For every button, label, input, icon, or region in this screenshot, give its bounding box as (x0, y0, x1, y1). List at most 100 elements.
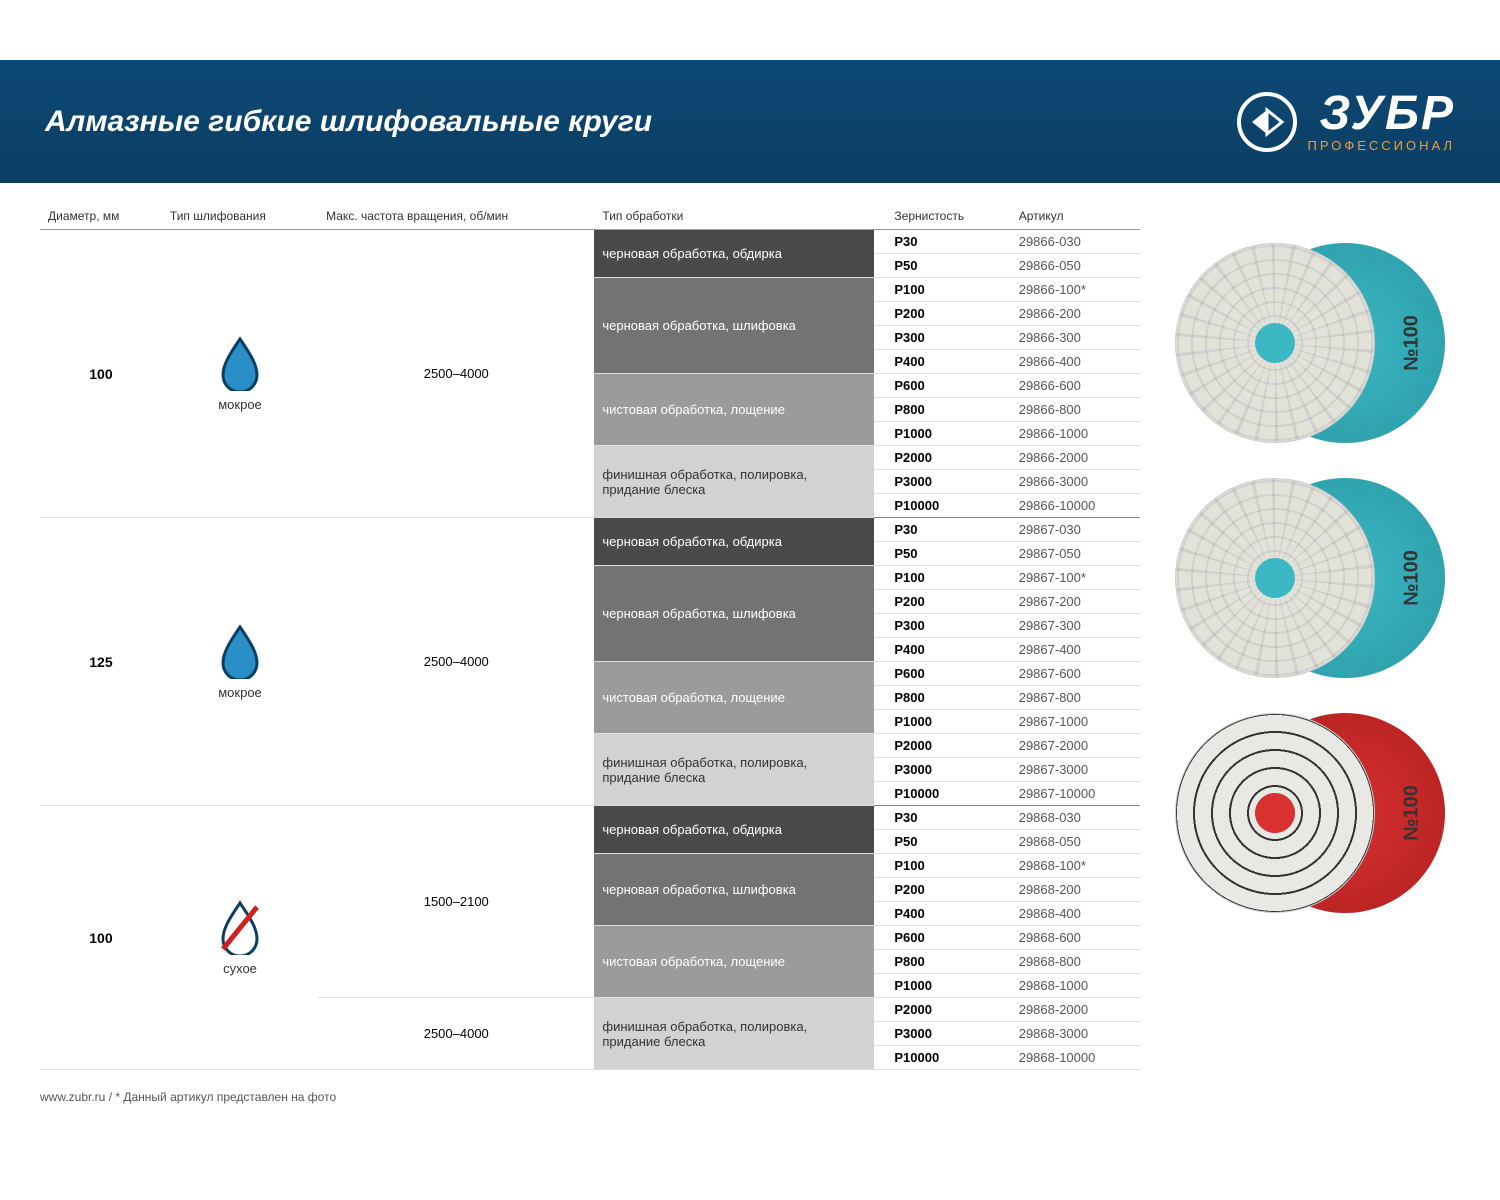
disc-label: №100 (1401, 315, 1424, 371)
cell-article: 29867-2000 (1011, 734, 1140, 758)
logo-brand: ЗУБР (1319, 90, 1455, 138)
cell-diameter: 100 (40, 806, 162, 1070)
cell-grit: P3000 (874, 470, 1010, 494)
disc-center-hole (1255, 793, 1295, 833)
cell-article: 29868-10000 (1011, 1046, 1140, 1070)
cell-article: 29867-100* (1011, 566, 1140, 590)
cell-grit: P600 (874, 926, 1010, 950)
cell-grit: P300 (874, 326, 1010, 350)
table-row: 100мокрое2500–4000черновая обработка, об… (40, 230, 1140, 254)
col-diameter: Диаметр, мм (40, 203, 162, 230)
cell-article: 29866-2000 (1011, 446, 1140, 470)
cell-article: 29866-1000 (1011, 422, 1140, 446)
cell-grit: P10000 (874, 1046, 1010, 1070)
cell-grit: P50 (874, 254, 1010, 278)
cell-treatment: чистовая обработка, лощение (594, 926, 874, 998)
cell-article: 29868-600 (1011, 926, 1140, 950)
disc-front-radial (1175, 243, 1375, 443)
cell-article: 29868-200 (1011, 878, 1140, 902)
cell-rpm: 2500–4000 (318, 230, 594, 518)
disc-front-radial (1175, 478, 1375, 678)
cell-article: 29866-050 (1011, 254, 1140, 278)
cell-grit: P300 (874, 614, 1010, 638)
drop-icon (217, 335, 263, 391)
cell-article: 29868-400 (1011, 902, 1140, 926)
cell-grit: P200 (874, 878, 1010, 902)
cell-treatment: черновая обработка, обдирка (594, 806, 874, 854)
logo: ЗУБР ПРОФЕССИОНАЛ (1237, 90, 1455, 153)
type-label: сухое (170, 961, 310, 976)
cell-treatment: чистовая обработка, лощение (594, 662, 874, 734)
product-images: №100 №100 №100 (1170, 203, 1460, 1070)
cell-article: 29867-200 (1011, 590, 1140, 614)
cell-grit: P10000 (874, 494, 1010, 518)
cell-grit: P200 (874, 302, 1010, 326)
disc-image-2: №100 (1170, 468, 1450, 688)
drop-icon (217, 623, 263, 679)
cell-type: мокрое (162, 518, 318, 806)
cell-type: сухое (162, 806, 318, 1070)
cell-article: 29866-800 (1011, 398, 1140, 422)
cell-article: 29866-030 (1011, 230, 1140, 254)
cell-grit: P2000 (874, 446, 1010, 470)
cell-grit: P50 (874, 830, 1010, 854)
cell-article: 29867-600 (1011, 662, 1140, 686)
cell-grit: P10000 (874, 782, 1010, 806)
cell-grit: P30 (874, 230, 1010, 254)
cell-article: 29868-050 (1011, 830, 1140, 854)
cell-treatment: чистовая обработка, лощение (594, 374, 874, 446)
page: Алмазные гибкие шлифовальные круги ЗУБР … (0, 60, 1500, 1144)
cell-treatment: черновая обработка, шлифовка (594, 854, 874, 926)
cell-grit: P2000 (874, 734, 1010, 758)
cell-article: 29868-2000 (1011, 998, 1140, 1022)
cell-treatment: черновая обработка, обдирка (594, 230, 874, 278)
cell-article: 29866-3000 (1011, 470, 1140, 494)
cell-grit: P800 (874, 398, 1010, 422)
cell-grit: P30 (874, 518, 1010, 542)
cell-treatment: финишная обработка, полировка, придание … (594, 446, 874, 518)
cell-article: 29867-3000 (1011, 758, 1140, 782)
cell-grit: P3000 (874, 1022, 1010, 1046)
table-row: 125мокрое2500–4000черновая обработка, об… (40, 518, 1140, 542)
cell-treatment: финишная обработка, полировка, придание … (594, 998, 874, 1070)
cell-treatment: финишная обработка, полировка, придание … (594, 734, 874, 806)
cell-diameter: 125 (40, 518, 162, 806)
cell-grit: P100 (874, 566, 1010, 590)
disc-center-hole (1255, 323, 1295, 363)
cell-article: 29867-300 (1011, 614, 1140, 638)
type-label: мокрое (170, 685, 310, 700)
cell-article: 29868-800 (1011, 950, 1140, 974)
disc-label: №100 (1401, 550, 1424, 606)
cell-article: 29866-600 (1011, 374, 1140, 398)
cell-article: 29866-10000 (1011, 494, 1140, 518)
spec-table-wrap: Диаметр, мм Тип шлифования Макс. частота… (40, 203, 1140, 1070)
cell-article: 29867-030 (1011, 518, 1140, 542)
table-row: 100сухое1500–2100черновая обработка, обд… (40, 806, 1140, 830)
cell-type: мокрое (162, 230, 318, 518)
cell-rpm: 2500–4000 (318, 518, 594, 806)
cell-grit: P50 (874, 542, 1010, 566)
disc-center-hole (1255, 558, 1295, 598)
cell-article: 29867-10000 (1011, 782, 1140, 806)
cell-article: 29867-800 (1011, 686, 1140, 710)
cell-grit: P30 (874, 806, 1010, 830)
cell-article: 29867-400 (1011, 638, 1140, 662)
cell-treatment: черновая обработка, обдирка (594, 518, 874, 566)
cell-article: 29868-1000 (1011, 974, 1140, 998)
cell-treatment: черновая обработка, шлифовка (594, 278, 874, 374)
cell-grit: P800 (874, 686, 1010, 710)
cell-grit: P400 (874, 902, 1010, 926)
disc-image-3: №100 (1170, 703, 1450, 923)
cell-grit: P100 (874, 854, 1010, 878)
cell-rpm: 2500–4000 (318, 998, 594, 1070)
type-label: мокрое (170, 397, 310, 412)
content: Диаметр, мм Тип шлифования Макс. частота… (0, 183, 1500, 1080)
logo-text-block: ЗУБР ПРОФЕССИОНАЛ (1307, 90, 1455, 153)
cell-treatment: черновая обработка, шлифовка (594, 566, 874, 662)
cell-grit: P2000 (874, 998, 1010, 1022)
cell-article: 29867-050 (1011, 542, 1140, 566)
header-banner: Алмазные гибкие шлифовальные круги ЗУБР … (0, 60, 1500, 183)
logo-subtitle: ПРОФЕССИОНАЛ (1307, 138, 1455, 153)
cell-article: 29867-1000 (1011, 710, 1140, 734)
cell-article: 29866-200 (1011, 302, 1140, 326)
